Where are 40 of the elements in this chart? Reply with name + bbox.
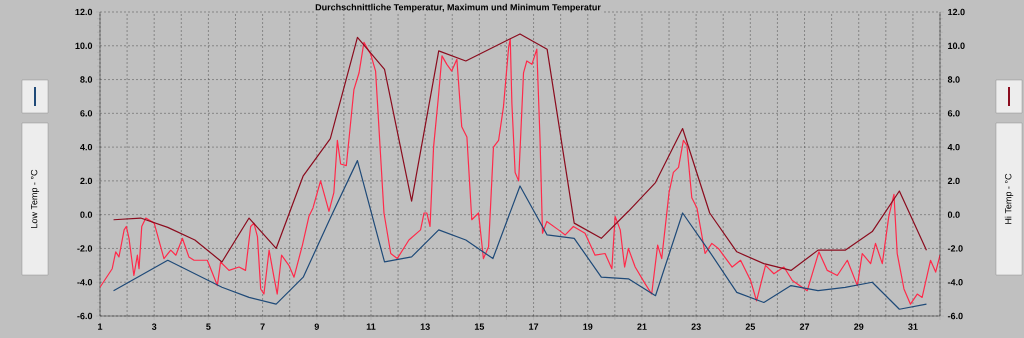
y2-tick-label: -6.0 xyxy=(947,312,963,320)
y2-tick-label: 4.0 xyxy=(947,143,960,151)
y-tick-label: 8.0 xyxy=(80,76,93,83)
chart-title: Durchschnittliche Temperatur, Maximum und Minimum Temperatur xyxy=(315,3,601,13)
y-tick-label: 12.0 xyxy=(75,8,93,16)
line-series xyxy=(100,38,941,305)
y-tick-label: -4.0 xyxy=(77,279,93,286)
y-tick-label: 0.0 xyxy=(80,211,93,218)
x-tick-label: 7 xyxy=(260,323,265,330)
y2-tick-label: -4.0 xyxy=(947,279,963,286)
y2-tick-label: 2.0 xyxy=(947,177,960,185)
y-tick-label: 4.0 xyxy=(80,143,93,151)
x-tick-label: 1 xyxy=(98,323,103,330)
y2-tick-label: -2.0 xyxy=(947,245,963,252)
y2-axis-title: Hi Temp - °C xyxy=(1004,173,1014,224)
x-tick-label: 11 xyxy=(366,323,376,330)
x-tick-label: 15 xyxy=(474,323,485,330)
x-tick-label: 23 xyxy=(691,323,701,330)
y2-tick-label: 12.0 xyxy=(948,8,965,16)
x-tick-label: 25 xyxy=(745,323,756,330)
y-tick-label: 2.0 xyxy=(80,177,93,185)
y-tick-label: -2.0 xyxy=(77,245,93,252)
y-tick-label: -6.0 xyxy=(77,312,93,320)
x-tick-label: 5 xyxy=(206,323,211,330)
y2-tick-label: 6.0 xyxy=(947,110,960,117)
y-tick-label: 6.0 xyxy=(80,110,93,117)
x-tick-label: 21 xyxy=(637,323,647,330)
y-axis-title: Low Temp - °C xyxy=(30,169,40,228)
x-tick-label: 27 xyxy=(799,323,810,330)
y2-tick-label: 8.0 xyxy=(947,76,960,83)
x-tick-label: 9 xyxy=(314,323,319,330)
x-tick-label: 29 xyxy=(854,323,864,330)
x-tick-label: 13 xyxy=(420,323,430,330)
x-tick-label: 3 xyxy=(151,323,157,330)
x-tick-label: 19 xyxy=(583,323,593,330)
x-tick-label: 17 xyxy=(529,323,539,330)
y2-tick-label: 0.0 xyxy=(947,211,960,218)
y-tick-label: 10.0 xyxy=(75,42,93,49)
y2-tick-label: 10.0 xyxy=(948,42,965,49)
x-tick-label: 31 xyxy=(908,323,918,330)
